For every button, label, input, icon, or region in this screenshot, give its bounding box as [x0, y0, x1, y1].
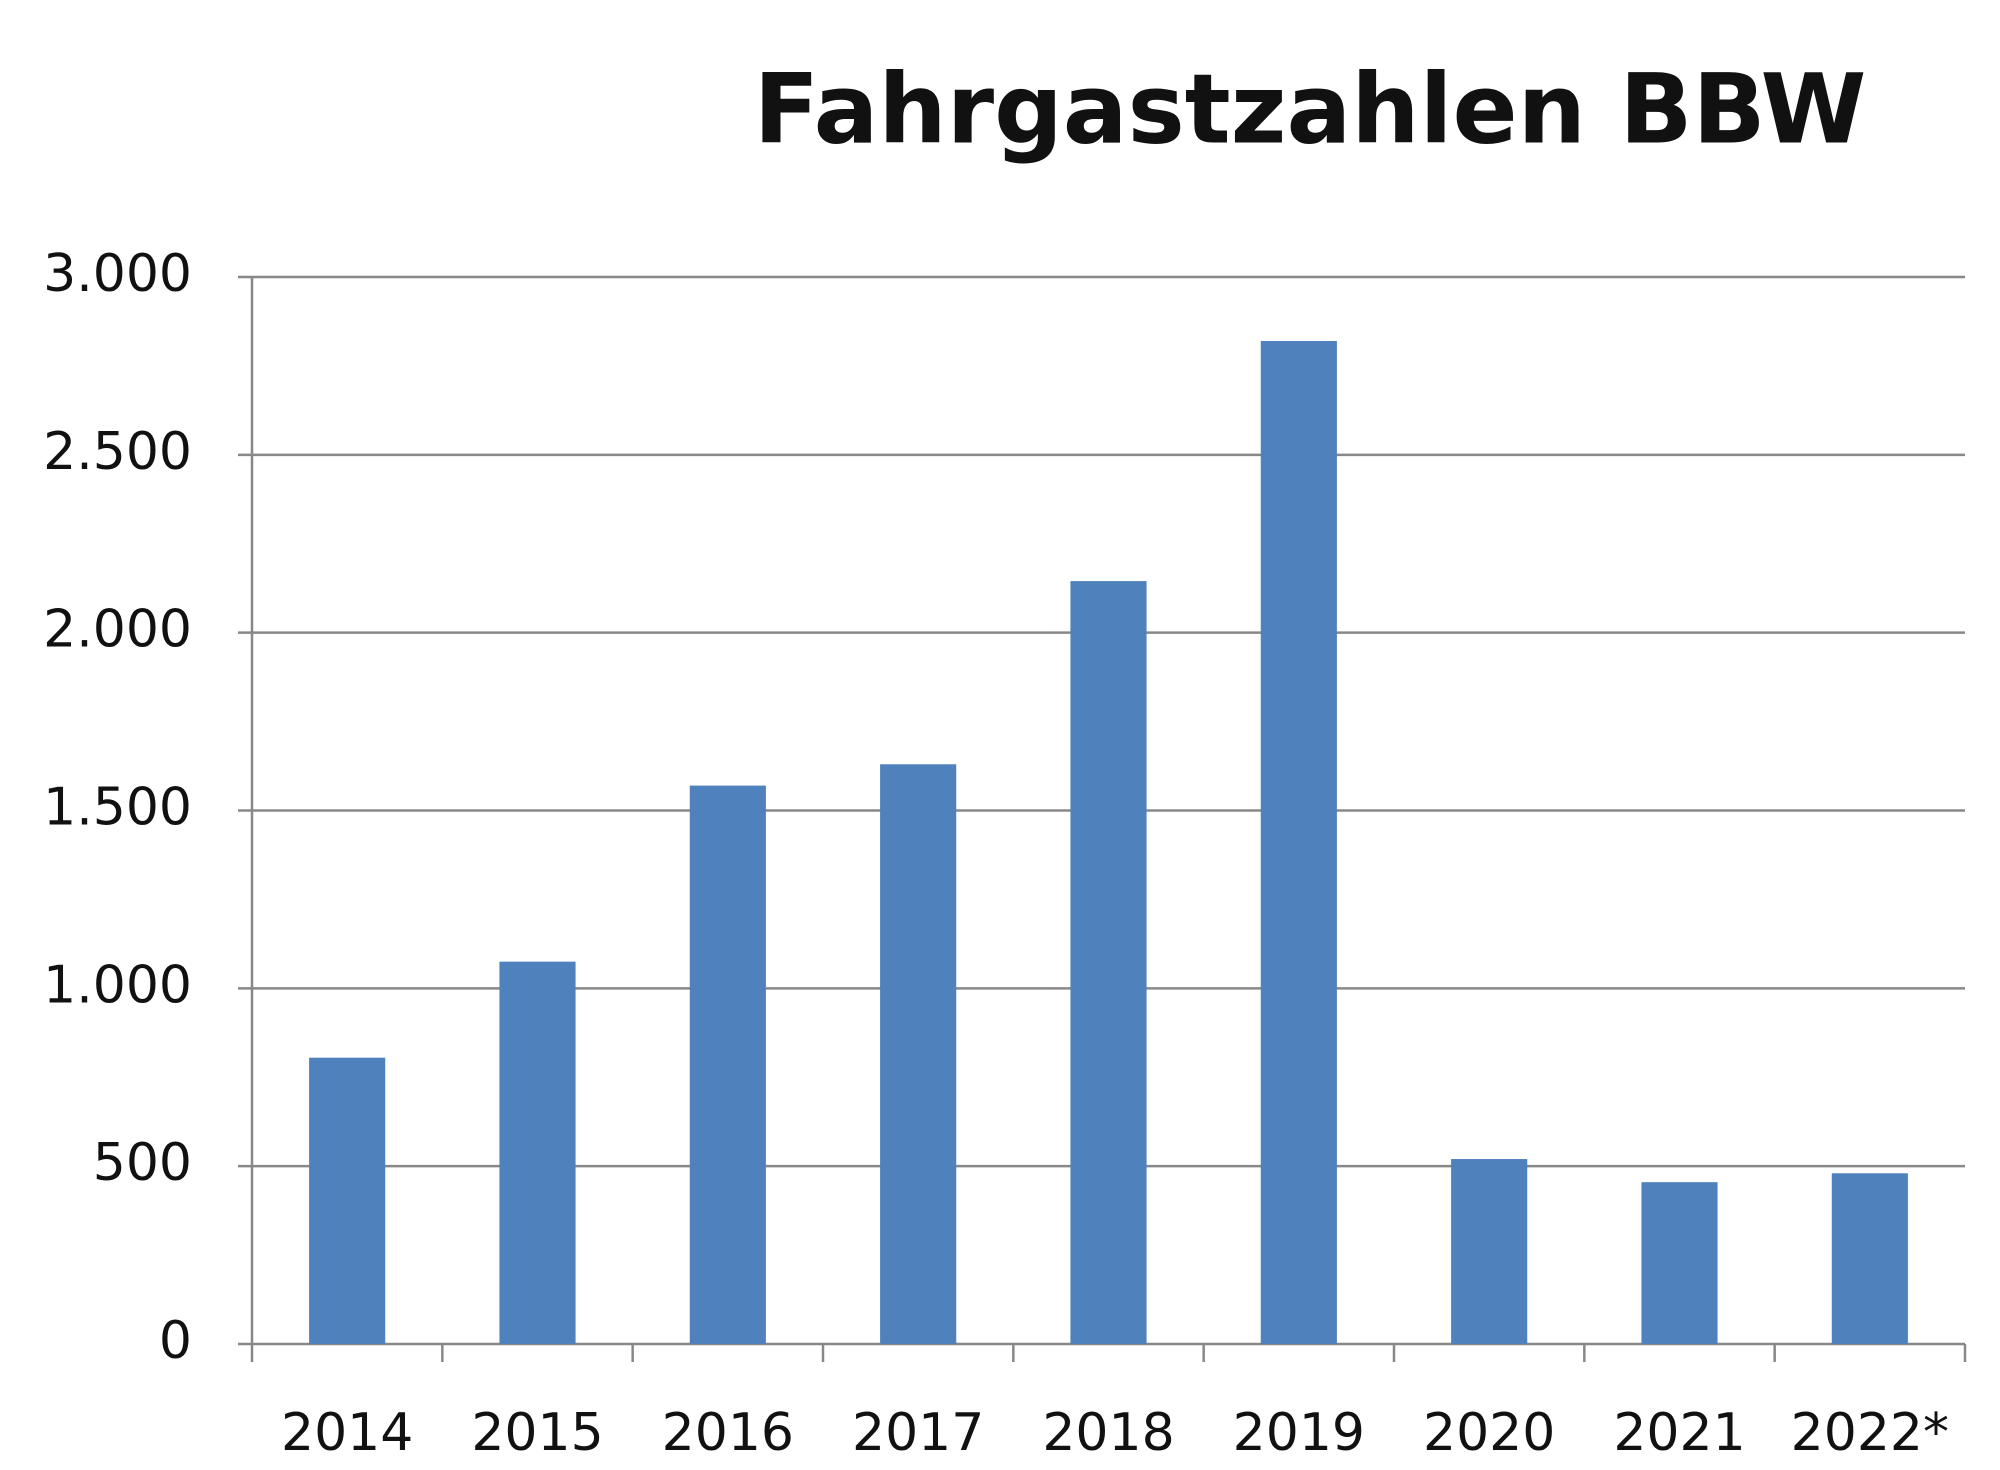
bar: [689, 785, 766, 1344]
x-tick-label: 2018: [1042, 1403, 1174, 1463]
y-tick-label: 1.500: [43, 778, 192, 838]
bar: [1070, 581, 1147, 1344]
bar: [1831, 1173, 1908, 1344]
y-tick-label: 1.000: [43, 955, 192, 1015]
bar: [1641, 1182, 1718, 1344]
chart-title: Fahrgastzahlen BBW: [754, 53, 1867, 165]
bar: [1451, 1159, 1528, 1344]
x-tick-label: 2019: [1233, 1403, 1365, 1463]
x-tick-label: 2020: [1423, 1403, 1555, 1463]
y-tick-label: 500: [93, 1133, 192, 1193]
y-tick-label: 2.500: [43, 422, 192, 482]
bar: [880, 764, 957, 1344]
x-tick-label: 2021: [1613, 1403, 1745, 1463]
x-tick-label: 2016: [662, 1403, 794, 1463]
y-tick-label: 2.000: [43, 600, 192, 660]
y-tick-label: 3.000: [43, 244, 192, 304]
bar: [1260, 341, 1337, 1344]
bar: [499, 961, 576, 1344]
y-tick-label: 0: [159, 1311, 192, 1371]
x-tick-label: 2014: [281, 1403, 413, 1463]
x-tick-label: 2017: [852, 1403, 984, 1463]
x-tick-label: 2015: [471, 1403, 603, 1463]
x-tick-label: 2022*: [1791, 1403, 1949, 1463]
bar: [309, 1057, 386, 1344]
